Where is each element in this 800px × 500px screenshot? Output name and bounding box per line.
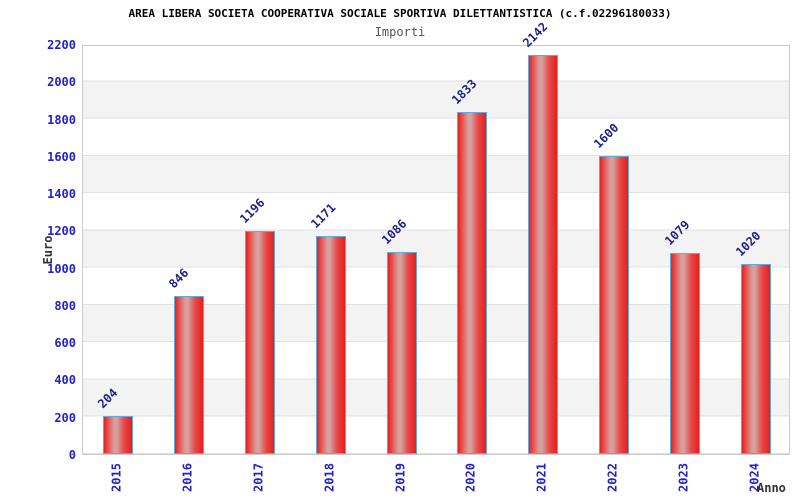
chart-title: AREA LIBERA SOCIETA COOPERATIVA SOCIALE … — [128, 7, 672, 20]
bar-2022 — [599, 156, 629, 454]
bar-2019 — [386, 252, 417, 454]
bar-value-label: 1196 — [237, 195, 268, 226]
bar-value-label: 1020 — [732, 228, 764, 259]
bar-value-label: 1600 — [591, 120, 622, 151]
x-tick-label-2022: 2022 — [605, 463, 620, 492]
bar-2024 — [740, 264, 771, 454]
bar-2020 — [457, 112, 488, 454]
bar-2017 — [245, 231, 275, 454]
y-tick-label-400: 400 — [54, 373, 76, 388]
bar-2016 — [174, 296, 205, 454]
bar-value-label: 846 — [166, 265, 192, 291]
bar-value-label: 1079 — [661, 217, 693, 248]
bar-value-label: 204 — [95, 385, 121, 411]
x-tick-label-2019: 2019 — [393, 463, 408, 492]
bar-value-label: 1171 — [307, 200, 339, 231]
y-tick-label-0: 0 — [68, 448, 76, 462]
bar-2018 — [315, 236, 346, 454]
x-tick-label-2021: 2021 — [534, 463, 549, 492]
bar-value-label: 1833 — [449, 76, 480, 107]
y-tick-label-2000: 2000 — [47, 75, 76, 90]
y-axis-title: Euro — [41, 235, 55, 265]
chart-subtitle: Importi — [374, 25, 426, 39]
x-tick-label-2017: 2017 — [251, 463, 266, 492]
bar-2015 — [103, 416, 134, 454]
y-tick-label-1000: 1000 — [47, 261, 76, 276]
y-tick-label-2200: 2200 — [47, 38, 76, 52]
x-tick-label-2015: 2015 — [109, 463, 124, 492]
y-tick-label-200: 200 — [54, 410, 76, 425]
y-tick-label-1800: 1800 — [47, 112, 76, 127]
x-tick-label-2023: 2023 — [676, 463, 691, 492]
y-tick-label-600: 600 — [54, 336, 76, 351]
y-tick-label-1600: 1600 — [47, 149, 76, 164]
y-tick-label-1200: 1200 — [47, 224, 76, 239]
y-tick-label-800: 800 — [54, 298, 76, 313]
x-tick-label-2020: 2020 — [463, 463, 478, 492]
bar-2021 — [528, 55, 559, 454]
plot-area: 204 846 1196 1171 1086 1833 2142 1600 1079 1020 — [82, 20, 790, 455]
x-tick-label-2016: 2016 — [180, 463, 195, 492]
x-tick-label-2018: 2018 — [322, 463, 337, 492]
bar-2023 — [669, 253, 700, 454]
bar-value-label: 1086 — [378, 216, 410, 247]
y-tick-label-1400: 1400 — [47, 187, 76, 202]
x-axis-title: Anno — [757, 481, 786, 495]
